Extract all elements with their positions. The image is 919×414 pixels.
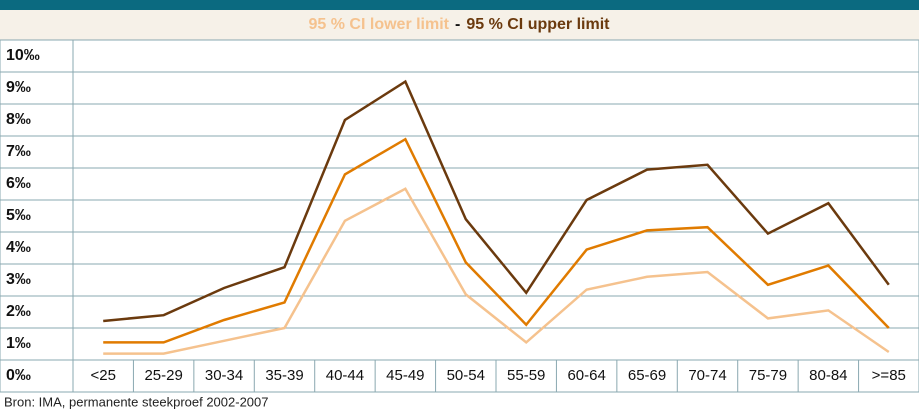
x-tick-label: 55-59	[507, 367, 545, 384]
x-tick-label: 45-49	[386, 367, 424, 384]
source: Bron: IMA, permanente steekproef 2002-20…	[4, 394, 269, 409]
x-tick-label: 50-54	[447, 367, 485, 384]
x-tick-label: >=85	[872, 367, 906, 384]
y-tick-label: 4‰	[6, 239, 31, 256]
y-tick-label: 1‰	[6, 335, 31, 352]
x-tick-label: <25	[90, 367, 115, 384]
series-line	[103, 137, 890, 344]
y-tick-label: 7‰	[6, 143, 31, 160]
x-tick-label: 30-34	[205, 367, 243, 384]
y-tick-label: 10‰	[6, 47, 40, 64]
header-bar	[0, 0, 919, 10]
legend-entry: 95 % CI upper limit	[466, 16, 610, 33]
y-tick-label: 8‰	[6, 111, 31, 128]
y-tick-label: 9‰	[6, 79, 31, 96]
x-tick-label: 35-39	[265, 367, 303, 384]
plot-frame	[0, 39, 919, 393]
y-tick-label: 2‰	[6, 303, 31, 320]
y-tick-label: 6‰	[6, 175, 31, 192]
legend: 95 % CI lower limit -95 % CI upper limit	[309, 16, 611, 33]
legend-bar	[0, 10, 919, 40]
x-tick-label: 70-74	[688, 367, 726, 384]
y-tick-label: 0‰	[6, 367, 31, 384]
x-tick-label: 25-29	[144, 367, 182, 384]
legend-entry: 95 % CI lower limit	[309, 16, 450, 33]
y-tick-label: 5‰	[6, 207, 31, 224]
legend-separator: -	[455, 16, 460, 33]
series-line	[103, 79, 890, 323]
x-tick-label: 75-79	[749, 367, 787, 384]
x-tick-label: 60-64	[567, 367, 605, 384]
series-line	[103, 187, 890, 355]
x-tick-label: 80-84	[809, 367, 847, 384]
x-tick-label: 65-69	[628, 367, 666, 384]
y-tick-label: 3‰	[6, 271, 31, 288]
x-tick-label: 40-44	[326, 367, 364, 384]
